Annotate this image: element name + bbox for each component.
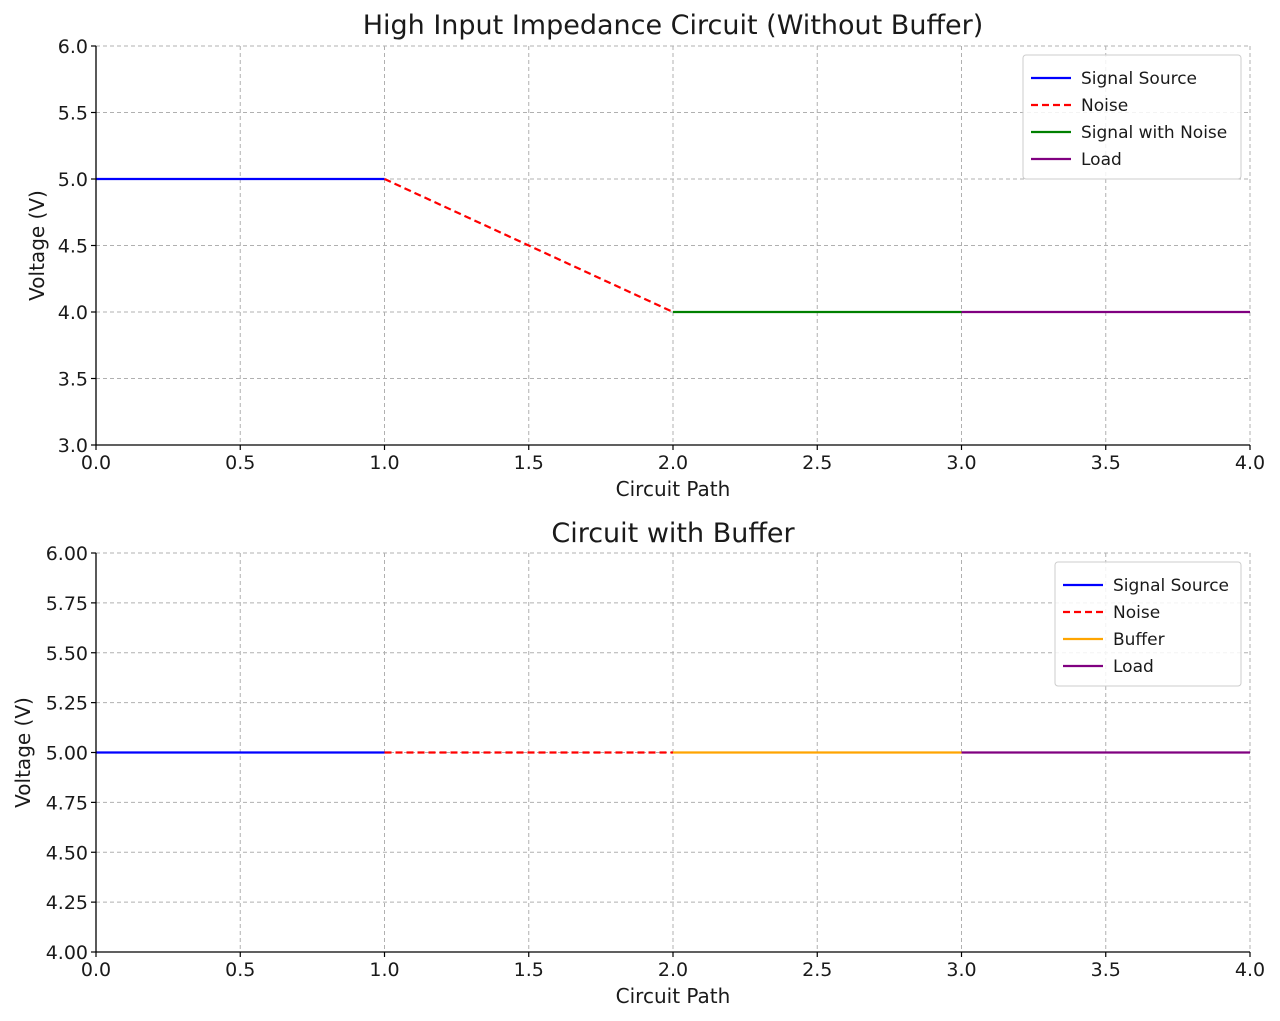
y-tick-label: 3.0 xyxy=(58,435,88,457)
y-tick-label: 5.75 xyxy=(46,593,88,615)
y-tick-label: 4.25 xyxy=(46,892,88,914)
legend-label: Noise xyxy=(1113,603,1160,623)
legend-entry: Noise xyxy=(1063,603,1160,623)
legend-entry: Signal Source xyxy=(1031,69,1197,89)
legend-label: Load xyxy=(1081,150,1122,170)
x-tick-label: 0.5 xyxy=(225,452,255,474)
legend-entry: Noise xyxy=(1031,96,1128,116)
y-tick-label: 4.50 xyxy=(46,842,88,864)
legend-label: Signal with Noise xyxy=(1081,123,1227,143)
y-tick-label: 3.5 xyxy=(58,369,88,391)
legend: Signal Source Noise Signal with Noise Load xyxy=(1022,54,1242,180)
x-tick-label: 2.0 xyxy=(658,959,688,981)
x-tick-label: 4.0 xyxy=(1235,959,1265,981)
legend-label: Load xyxy=(1113,657,1154,677)
x-tick-label: 3.0 xyxy=(946,452,976,474)
y-tick-label: 5.00 xyxy=(46,743,88,765)
y-tick-label: 6.0 xyxy=(58,36,88,58)
y-tick-label: 4.0 xyxy=(58,302,88,324)
x-tick-label: 0.0 xyxy=(81,959,111,981)
legend-frame xyxy=(1022,54,1242,180)
legend-entry: Load xyxy=(1063,657,1154,677)
y-tick-label: 5.5 xyxy=(58,103,88,125)
legend: Signal Source Noise Buffer Load xyxy=(1054,561,1242,687)
x-tick-label: 2.5 xyxy=(802,959,832,981)
series-line-noise xyxy=(384,178,674,313)
x-tick-label: 3.5 xyxy=(1091,959,1121,981)
x-tick-label: 1.0 xyxy=(369,959,399,981)
legend-label: Noise xyxy=(1081,96,1128,116)
legend-frame xyxy=(1054,561,1242,687)
y-tick-label: 4.5 xyxy=(58,236,88,258)
y-tick-label: 5.0 xyxy=(58,169,88,191)
legend-entry: Buffer xyxy=(1063,630,1165,650)
x-tick-label: 4.0 xyxy=(1235,452,1265,474)
chart-1: 0.0 0.5 1.0 1.5 2.0 2.5 3.0 3.5 4.0 3.0 3.5 4.0 4.5 5… xyxy=(25,10,1265,501)
x-tick-label: 3.0 xyxy=(946,959,976,981)
legend-label: Signal Source xyxy=(1081,69,1197,89)
y-tick-label: 4.75 xyxy=(46,792,88,814)
x-tick-label: 1.5 xyxy=(514,452,544,474)
legend-label: Buffer xyxy=(1113,630,1165,650)
x-tick-label: 3.5 xyxy=(1091,452,1121,474)
y-axis-label: Voltage (V) xyxy=(25,190,49,301)
x-tick-label: 2.5 xyxy=(802,452,832,474)
y-tick-label: 4.00 xyxy=(46,942,88,964)
y-tick-label: 5.25 xyxy=(46,693,88,715)
chart-title: High Input Impedance Circuit (Without Bu… xyxy=(363,10,984,41)
x-tick-label: 0.0 xyxy=(81,452,111,474)
y-axis-label: Voltage (V) xyxy=(11,697,35,808)
y-tick-label: 6.00 xyxy=(46,543,88,565)
y-tick-label: 5.50 xyxy=(46,643,88,665)
x-axis-label: Circuit Path xyxy=(616,984,731,1008)
x-tick-label: 2.0 xyxy=(658,452,688,474)
legend-entry: Signal Source xyxy=(1063,576,1229,596)
legend-entry: Load xyxy=(1031,150,1122,170)
chart-title: Circuit with Buffer xyxy=(551,518,795,549)
legend-entry: Signal with Noise xyxy=(1031,123,1227,143)
legend-label: Signal Source xyxy=(1113,576,1229,596)
x-tick-label: 1.5 xyxy=(514,959,544,981)
x-axis-label: Circuit Path xyxy=(616,477,731,501)
chart-2: 0.0 0.5 1.0 1.5 2.0 2.5 3.0 3.5 4.0 4.00 4.25 4.50 4… xyxy=(11,518,1265,1008)
x-tick-label: 1.0 xyxy=(369,452,399,474)
x-tick-label: 0.5 xyxy=(225,959,255,981)
